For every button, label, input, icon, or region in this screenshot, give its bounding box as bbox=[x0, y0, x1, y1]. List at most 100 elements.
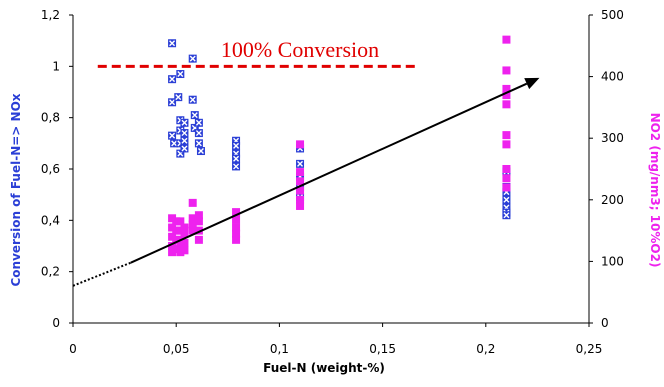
no2-point bbox=[180, 229, 189, 238]
trend-arrow-head bbox=[524, 77, 540, 90]
conversion-point bbox=[180, 144, 189, 153]
no2-point bbox=[232, 215, 241, 224]
conversion-point bbox=[168, 98, 177, 107]
conversion-point bbox=[232, 154, 241, 163]
no2-point bbox=[232, 208, 241, 217]
x-tick-label: 0 bbox=[69, 342, 77, 356]
trend-arrow-line bbox=[130, 82, 528, 264]
no2-point bbox=[296, 168, 305, 177]
y-left-tick-label: 1,2 bbox=[41, 8, 60, 22]
no2-point bbox=[176, 217, 185, 226]
y-left-tick-label: 0,8 bbox=[41, 111, 60, 125]
axes-frame bbox=[69, 14, 593, 327]
no2-point bbox=[502, 91, 511, 100]
no2-point bbox=[232, 235, 241, 244]
conversion-point bbox=[194, 118, 203, 127]
no2-point bbox=[172, 245, 181, 254]
no2-point bbox=[188, 214, 197, 223]
x-tick-label: 0,15 bbox=[369, 342, 396, 356]
no2-point bbox=[232, 223, 241, 232]
conversion-point bbox=[170, 139, 179, 148]
no2-point bbox=[296, 195, 305, 204]
conversion-point bbox=[168, 39, 177, 48]
no2-point bbox=[168, 214, 177, 223]
y-axis-right-label: NO2 (mg/nm3; 10%O2) bbox=[648, 113, 662, 268]
no2-point bbox=[502, 84, 511, 93]
y-axis-left-label: Conversion of Fuel-N=> NOx bbox=[9, 93, 23, 286]
no2-point bbox=[168, 248, 177, 257]
y-left-tick-label: 1 bbox=[52, 59, 60, 73]
no2-point bbox=[502, 174, 511, 183]
no2-point bbox=[188, 226, 197, 235]
no2-point bbox=[502, 165, 511, 173]
no2-point bbox=[296, 186, 305, 195]
conversion-point bbox=[168, 131, 177, 140]
y-left-tick-label: 0,6 bbox=[41, 162, 60, 176]
y-left-tick-label: 0,2 bbox=[41, 265, 60, 279]
conversion-point bbox=[196, 147, 205, 156]
no2-point bbox=[194, 226, 203, 235]
no2-point bbox=[502, 131, 511, 140]
no2-point bbox=[296, 177, 305, 186]
no2-point bbox=[296, 201, 305, 210]
no2-point bbox=[502, 100, 511, 109]
conversion-point bbox=[174, 93, 183, 102]
conversion-point bbox=[190, 111, 199, 120]
no2-point bbox=[194, 211, 203, 220]
no2-point bbox=[180, 246, 189, 255]
no2-point bbox=[180, 223, 189, 232]
conversion-point bbox=[180, 118, 189, 127]
y-right-tick-label: 200 bbox=[601, 193, 624, 207]
no2-point bbox=[168, 223, 177, 232]
no2-point bbox=[176, 242, 185, 250]
no2-point bbox=[180, 238, 189, 247]
conversion-annotation: 100% Conversion bbox=[221, 37, 379, 62]
series-no2 bbox=[168, 35, 511, 257]
conversion-point bbox=[180, 129, 189, 138]
conversion-point bbox=[188, 95, 197, 104]
y-right-tick-label: 100 bbox=[601, 254, 624, 268]
tick-labels: 0 0,05 0,1 0,15 0,2 0,25 0 0,2 0,4 0,6 0,8 1 1,2 0 100… bbox=[41, 8, 624, 356]
y-right-tick-label: 400 bbox=[601, 70, 624, 84]
no2-point bbox=[502, 66, 511, 75]
y-left-tick-label: 0 bbox=[52, 316, 60, 330]
no2-point bbox=[194, 235, 203, 244]
no2-point bbox=[172, 226, 181, 235]
trend-extension-line bbox=[72, 261, 132, 287]
no2-point bbox=[176, 226, 185, 235]
conversion-point bbox=[180, 136, 189, 145]
conversion-point bbox=[232, 141, 241, 150]
conversion-point bbox=[502, 211, 511, 220]
no2-point bbox=[232, 229, 241, 238]
y-right-tick-label: 0 bbox=[601, 316, 609, 330]
conversion-point bbox=[194, 139, 203, 148]
y-right-tick-label: 500 bbox=[601, 8, 624, 22]
annotations bbox=[72, 64, 540, 287]
no2-point bbox=[172, 235, 181, 244]
no2-point bbox=[172, 217, 181, 226]
conversion-point bbox=[194, 129, 203, 138]
x-tick-label: 0,2 bbox=[476, 342, 495, 356]
x-axis-label: Fuel-N (weight-%) bbox=[263, 361, 385, 375]
no2-point bbox=[188, 198, 197, 207]
x-tick-label: 0,25 bbox=[576, 342, 603, 356]
x-tick-label: 0,05 bbox=[163, 342, 190, 356]
no2-point bbox=[502, 183, 511, 192]
conversion-point bbox=[176, 70, 185, 79]
conversion-point bbox=[168, 75, 177, 84]
no2-point bbox=[502, 35, 511, 44]
no2-point bbox=[168, 232, 177, 241]
no2-point bbox=[176, 248, 185, 257]
conversion-point bbox=[502, 195, 511, 204]
y-left-tick-label: 0,4 bbox=[41, 213, 60, 227]
conversion-point bbox=[296, 159, 305, 168]
no2-point bbox=[502, 140, 511, 149]
no2-point bbox=[296, 140, 305, 149]
x-tick-label: 0,1 bbox=[270, 342, 289, 356]
conversion-point bbox=[188, 54, 197, 63]
no2-point bbox=[194, 217, 203, 226]
no2-point bbox=[188, 220, 197, 229]
no2-point bbox=[168, 242, 177, 250]
y-right-tick-label: 300 bbox=[601, 131, 624, 145]
